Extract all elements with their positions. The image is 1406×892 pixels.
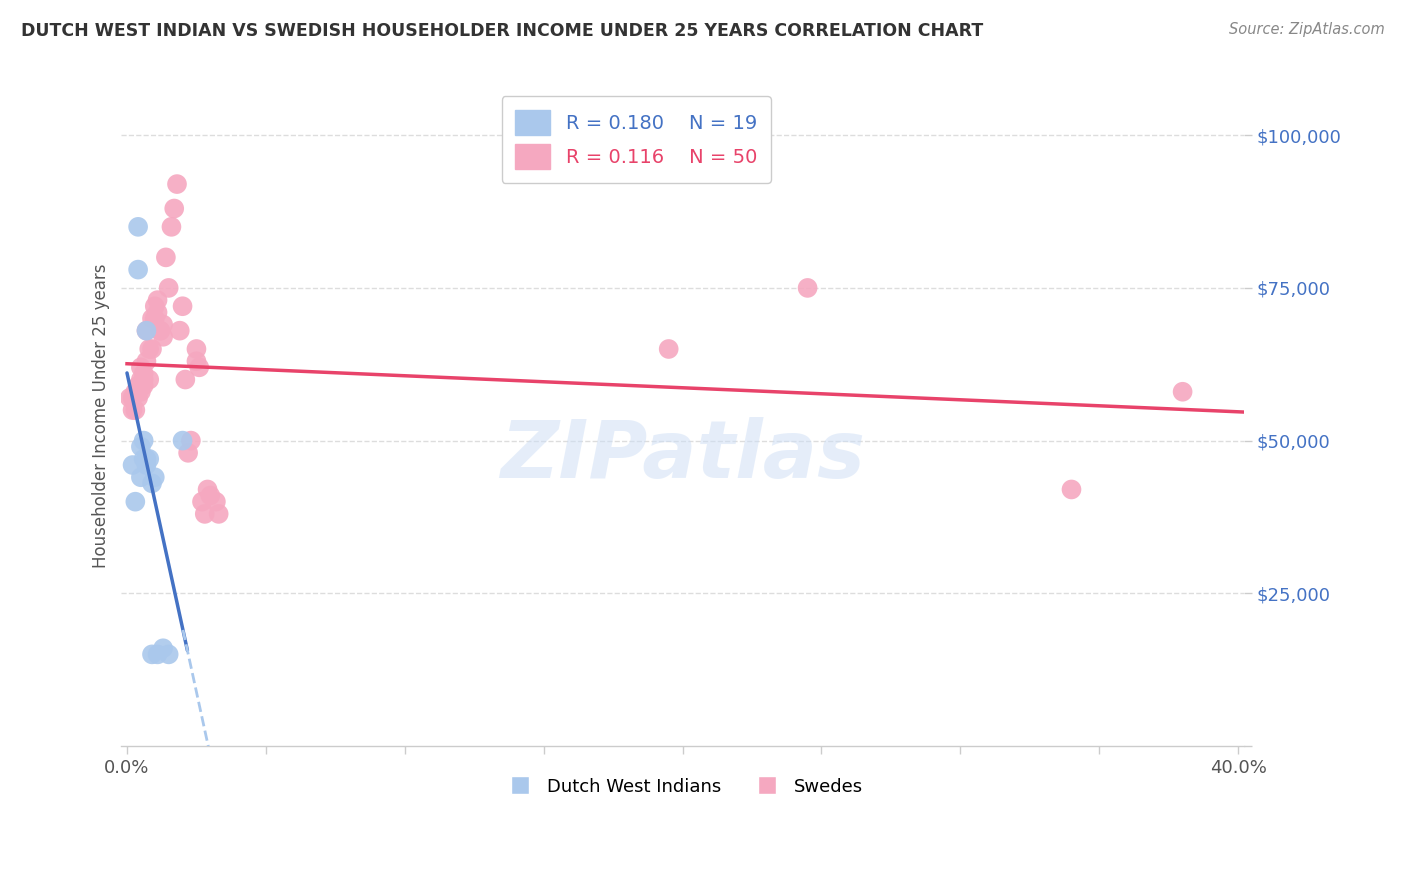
Point [152,641,174,656]
Point [180,434,202,448]
Point [141,342,163,356]
Text: ZIPatlas: ZIPatlas [501,417,865,495]
Point [146,305,169,319]
Point [135,458,157,472]
Point [121,391,143,405]
Point [132,451,155,466]
Point [143,311,166,326]
Point [166,177,188,191]
Point [132,434,155,448]
Point [188,360,211,375]
Point [127,391,149,405]
Point [146,648,169,662]
Point [194,507,217,521]
Text: DUTCH WEST INDIAN VS SWEDISH HOUSEHOLDER INCOME UNDER 25 YEARS CORRELATION CHART: DUTCH WEST INDIAN VS SWEDISH HOUSEHOLDER… [21,22,983,40]
Point [135,354,157,368]
Point [127,262,149,277]
Point [186,354,208,368]
Point [143,299,166,313]
Point [132,372,155,386]
Point [124,494,146,508]
Point [796,281,818,295]
Point [135,451,157,466]
Point [124,403,146,417]
Point [155,251,177,265]
Point [163,202,186,216]
Point [138,372,160,386]
Point [138,342,160,356]
Point [121,458,143,472]
Point [135,324,157,338]
Point [141,648,163,662]
Text: Source: ZipAtlas.com: Source: ZipAtlas.com [1229,22,1385,37]
Point [191,494,214,508]
Point [205,494,228,508]
Point [157,648,180,662]
Point [157,281,180,295]
Point [197,483,219,497]
Point [160,219,183,234]
Point [152,330,174,344]
Point [208,507,231,521]
Point [1060,483,1083,497]
Point [200,489,222,503]
Point [129,440,152,454]
Point [121,403,143,417]
Point [169,324,191,338]
Point [132,378,155,392]
Point [127,378,149,392]
Point [132,367,155,381]
Point [129,384,152,399]
Point [129,372,152,386]
Point [149,324,172,338]
Point [177,446,200,460]
Point [658,342,681,356]
Point [152,318,174,332]
Point [129,360,152,375]
Point [141,311,163,326]
Legend: Dutch West Indians, Swedes: Dutch West Indians, Swedes [495,771,870,803]
Point [141,476,163,491]
Point [186,342,208,356]
Point [1171,384,1194,399]
Point [129,470,152,484]
Point [172,434,194,448]
Point [143,470,166,484]
Point [118,391,141,405]
Point [174,372,197,386]
Y-axis label: Householder Income Under 25 years: Householder Income Under 25 years [93,264,110,568]
Point [146,293,169,307]
Point [124,384,146,399]
Point [127,219,149,234]
Point [138,451,160,466]
Point [172,299,194,313]
Point [135,324,157,338]
Point [149,324,172,338]
